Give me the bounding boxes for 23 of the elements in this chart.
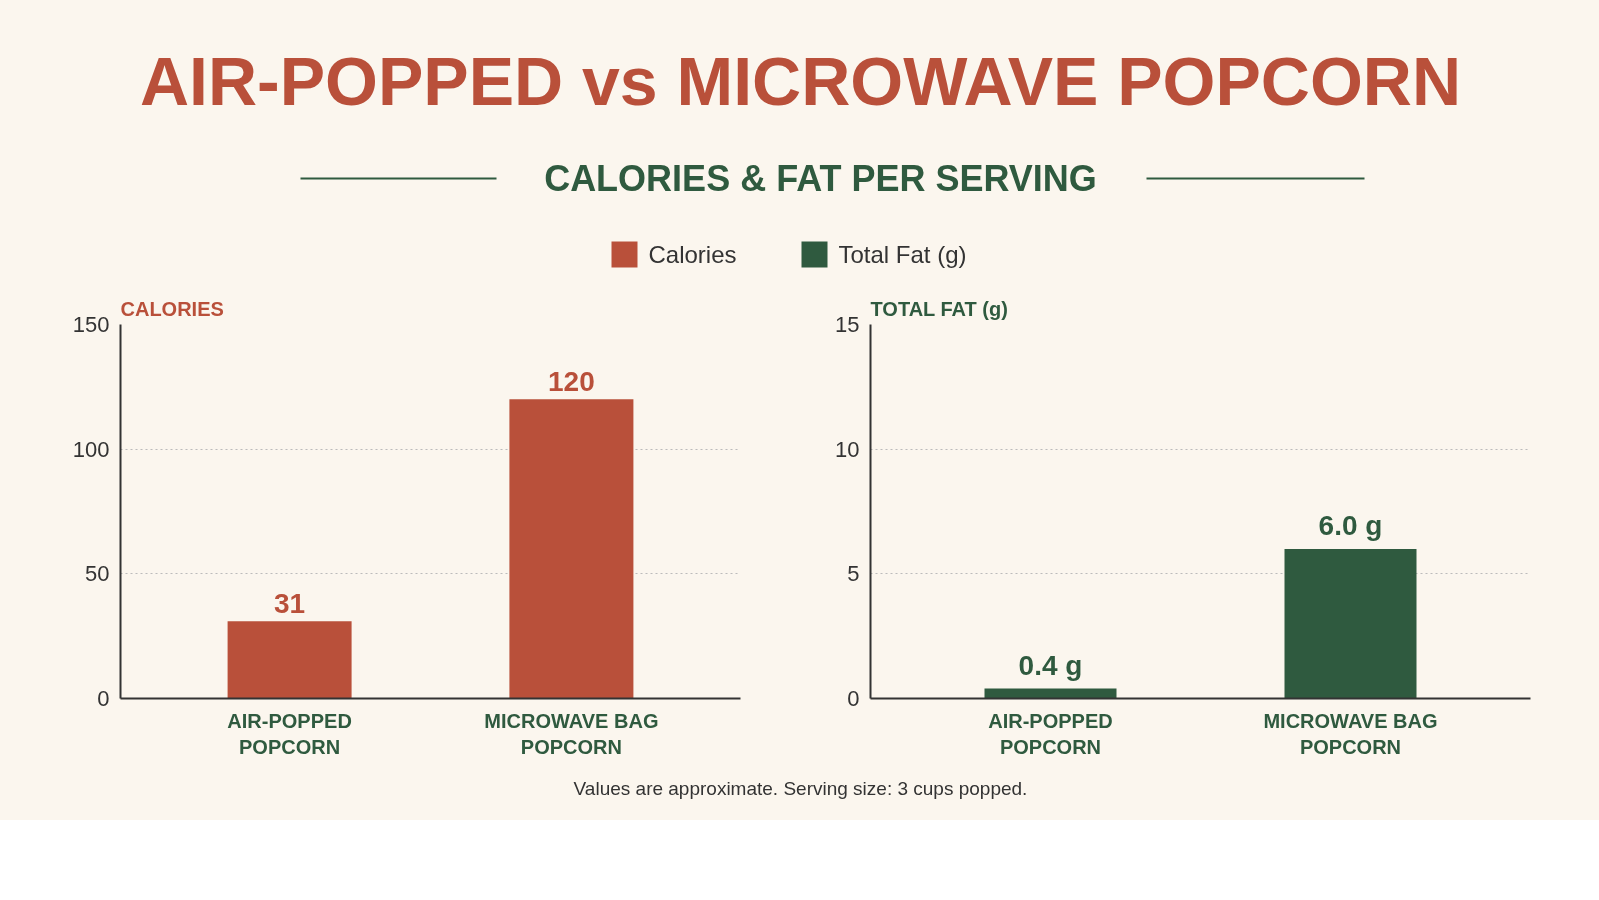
x-tick-label: MICROWAVE BAG POPCORN — [484, 709, 659, 758]
y-tick-label: 150 — [72, 312, 110, 337]
y-tick-label: 100 — [72, 436, 110, 462]
x-tick-label: AIR-POPPED POPCORN — [988, 709, 1113, 758]
data-label: 31 — [274, 588, 306, 620]
y-axis-title: CALORIES — [120, 297, 224, 320]
chart-title: AIR-POPPED vs MICROWAVE POPCORN — [139, 42, 1462, 119]
y-tick-label: 0 — [97, 686, 110, 711]
y-tick-label: 10 — [835, 436, 860, 462]
y-tick-label: 5 — [847, 561, 860, 587]
y-tick-label: 50 — [85, 561, 110, 587]
y-tick-label: 15 — [835, 312, 860, 337]
text: Values are approximate. Serving size: 3 cups popped. — [573, 778, 1028, 799]
y-tick-label: 0 — [847, 686, 860, 711]
data-label: 120 — [548, 366, 595, 398]
legend-label: Total Fat (g) — [838, 241, 967, 268]
data-label: 0.4 g — [1018, 649, 1083, 681]
y-axis-title: TOTAL FAT (g) — [870, 297, 1008, 320]
text: CALORIES & FAT PER SERVING — [544, 158, 1097, 199]
x-tick-label: AIR-POPPED POPCORN — [227, 709, 352, 758]
data-label: 6.0 g — [1318, 509, 1383, 541]
x-tick-label: MICROWAVE BAG POPCORN — [1263, 709, 1438, 758]
legend-label: Calories — [648, 241, 737, 268]
